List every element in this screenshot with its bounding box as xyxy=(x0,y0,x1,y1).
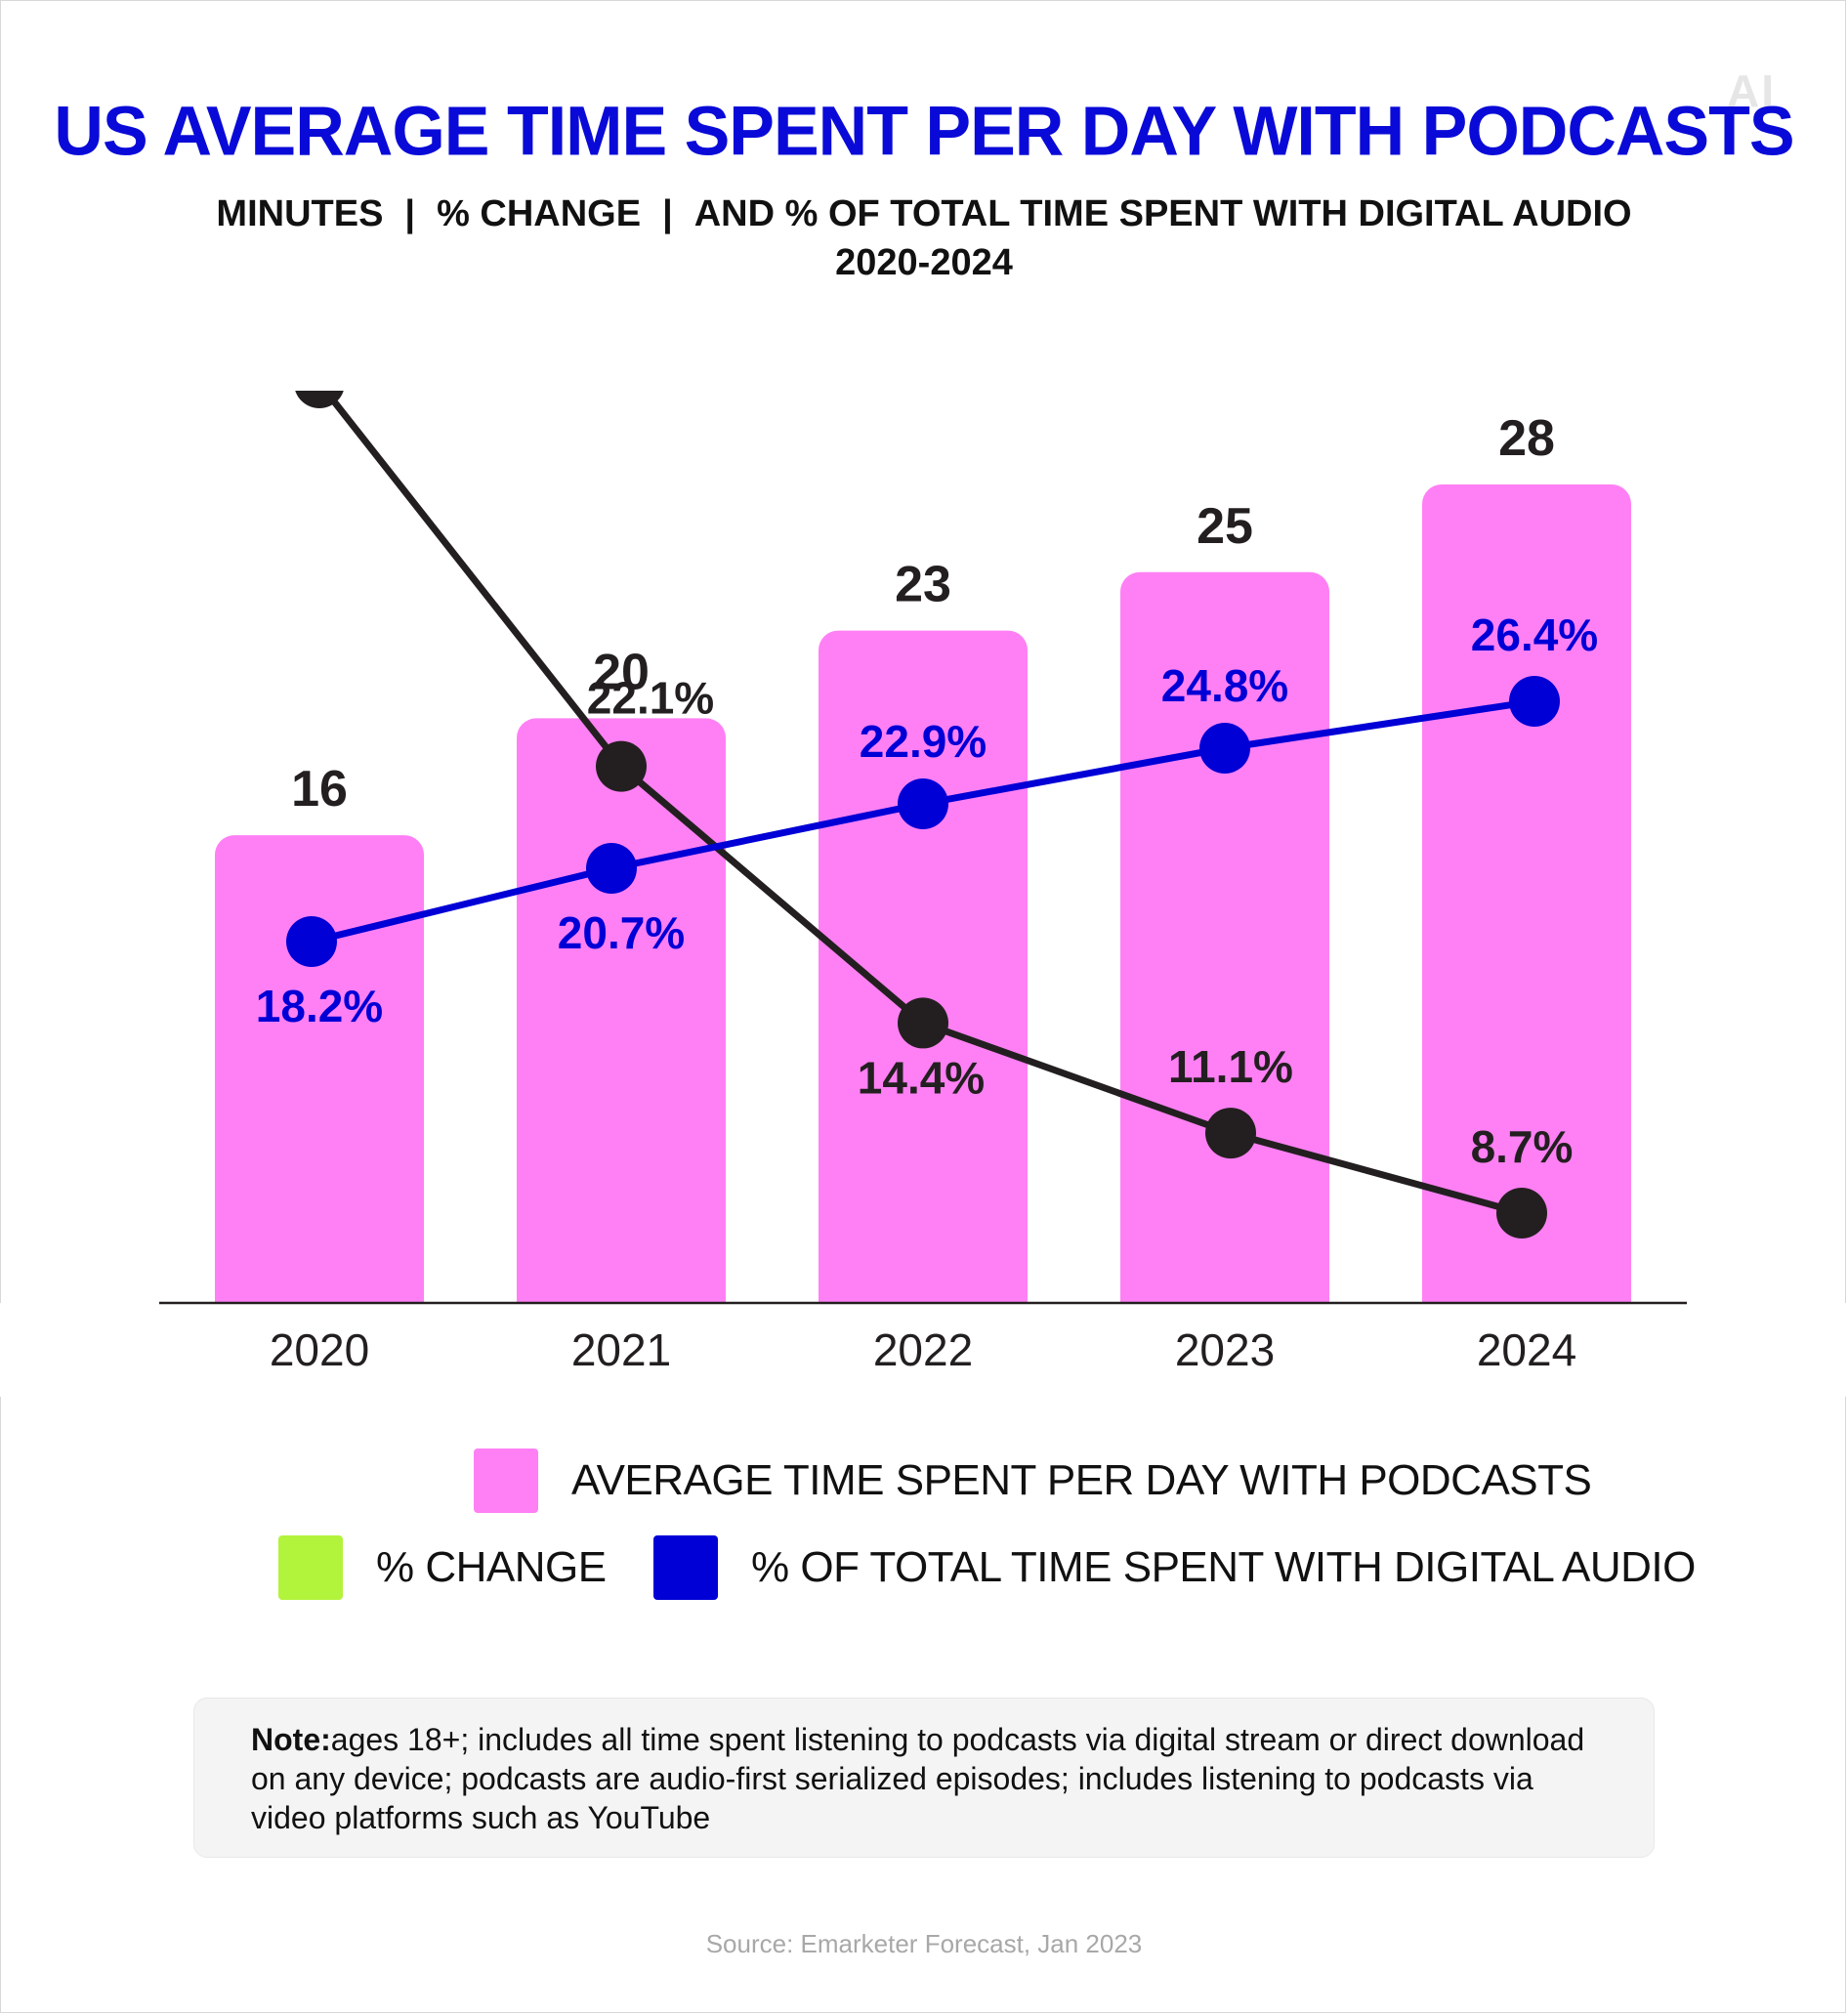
bar-2021 xyxy=(517,718,726,1317)
bar-value-label-2021: 20 xyxy=(593,644,650,700)
legend-swatch-audio xyxy=(653,1535,718,1600)
change-label-2023: 11.1% xyxy=(1168,1041,1293,1092)
legend-label-minutes: AVERAGE TIME SPENT PER DAY WITH PODCASTS xyxy=(571,1456,1592,1504)
change-label-2022: 14.4% xyxy=(858,1052,985,1103)
subtitle-years: 2020-2024 xyxy=(835,242,1013,283)
x-tick-label-2020: 2020 xyxy=(270,1324,369,1375)
chart-subtitle: MINUTES | % CHANGE | AND % OF TOTAL TIME SPE… xyxy=(0,189,1848,287)
subtitle-share: AND % OF TOTAL TIME SPENT WITH DIGITAL A… xyxy=(693,193,1632,234)
subtitle-minutes: MINUTES xyxy=(216,193,384,234)
bar-base-2020 xyxy=(215,1280,424,1303)
legend-swatch-minutes xyxy=(474,1448,538,1513)
legend-label-audio: % OF TOTAL TIME SPENT WITH DIGITAL AUDIO xyxy=(751,1543,1696,1591)
bar-base-2022 xyxy=(819,1280,1028,1303)
bar-value-label-2023: 25 xyxy=(1197,498,1253,555)
x-tick-label-2024: 2024 xyxy=(1477,1324,1576,1375)
audio-point-2021 xyxy=(586,843,637,894)
audio-label-2021: 20.7% xyxy=(558,907,685,958)
note-label: Note: xyxy=(251,1722,331,1757)
audio-label-2020: 18.2% xyxy=(256,981,383,1031)
legend-item-change: % CHANGE xyxy=(278,1535,607,1600)
legend-swatch-change xyxy=(278,1535,343,1600)
change-label-2024: 8.7% xyxy=(1471,1121,1574,1172)
legend-row-1: AVERAGE TIME SPENT PER DAY WITH PODCASTS xyxy=(474,1448,1592,1513)
x-tick-label-2021: 2021 xyxy=(571,1324,671,1375)
audio-point-2023 xyxy=(1199,723,1250,774)
legend-label-change: % CHANGE xyxy=(376,1543,607,1591)
bar-base-2024 xyxy=(1422,1280,1631,1303)
bar-2024 xyxy=(1422,484,1631,1317)
bar-value-label-2022: 23 xyxy=(895,557,951,613)
subtitle-line-1: MINUTES | % CHANGE | AND % OF TOTAL TIME SPE… xyxy=(0,189,1848,238)
chart-title: US AVERAGE TIME SPENT PER DAY WITH PODCA… xyxy=(54,92,1794,170)
change-point-2024 xyxy=(1496,1188,1547,1238)
bar-value-label-2024: 28 xyxy=(1498,410,1555,467)
legend-item-audio: % OF TOTAL TIME SPENT WITH DIGITAL AUDIO xyxy=(653,1535,1696,1600)
change-point-2021 xyxy=(596,740,647,792)
x-tick-label-2022: 2022 xyxy=(873,1324,973,1375)
bar-value-label-2020: 16 xyxy=(291,761,348,818)
change-label-2021: 22.1% xyxy=(587,673,714,724)
change-point-2020 xyxy=(295,391,344,408)
source-text: Source: Emarketer Forecast, Jan 2023 xyxy=(705,1929,1143,1958)
bar-2022 xyxy=(819,630,1028,1317)
note-text: ages 18+; includes all time spent listen… xyxy=(251,1722,1585,1835)
audio-label-2024: 26.4% xyxy=(1471,609,1598,660)
x-tick-label-2023: 2023 xyxy=(1175,1324,1275,1375)
brand-logo: AI xyxy=(1727,65,1776,116)
subtitle-separator: | xyxy=(662,193,673,234)
change-point-2022 xyxy=(898,997,948,1049)
change-point-2023 xyxy=(1205,1108,1256,1159)
audio-point-2024 xyxy=(1509,676,1560,727)
subtitle-change: % CHANGE xyxy=(437,193,642,234)
audio-point-2022 xyxy=(898,778,948,829)
audio-label-2023: 24.8% xyxy=(1161,660,1288,711)
audio-label-2022: 22.9% xyxy=(860,716,987,767)
bar-2020 xyxy=(215,835,424,1317)
subtitle-separator: | xyxy=(404,193,416,234)
combo-chart: 16202325282020202120222023202433.6%22.1%… xyxy=(0,391,1848,1397)
note-box: Note:ages 18+; includes all time spent l… xyxy=(193,1698,1655,1858)
audio-point-2020 xyxy=(286,916,337,967)
axis-background xyxy=(0,1303,1848,1397)
bar-base-2021 xyxy=(517,1280,726,1303)
bar-base-2023 xyxy=(1120,1280,1329,1303)
